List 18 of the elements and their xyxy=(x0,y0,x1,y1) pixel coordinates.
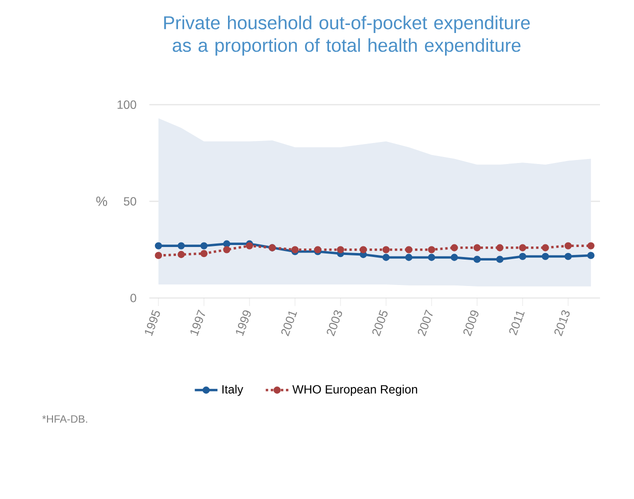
legend-label: Italy xyxy=(222,384,244,396)
x-tick-label: 2009 xyxy=(463,310,478,336)
x-tick-label: 1999 xyxy=(236,310,251,336)
x-tick-label: 1995 xyxy=(144,310,160,336)
x-tick-label: 2011 xyxy=(509,311,525,336)
x-tick-label: 2003 xyxy=(326,310,342,336)
chart-title: Private household out-of-pocket expenditure as a proportion of total health expenditure xyxy=(164,16,530,56)
x-tick-label: 1997 xyxy=(190,310,206,336)
y-tick-label: 0 xyxy=(130,294,136,302)
text: *HFA-DB. xyxy=(42,415,88,423)
x-tick-label: 2007 xyxy=(418,310,433,336)
y-tick-label: 50 xyxy=(124,197,136,206)
y-tick-label: 100 xyxy=(118,100,136,109)
x-tick-label: 2001 xyxy=(281,311,298,336)
legend-label: WHO European Region xyxy=(292,384,418,396)
y-axis-title: % xyxy=(96,196,108,206)
x-tick-label: 2013 xyxy=(554,310,570,336)
x-tick-label: 2005 xyxy=(372,310,388,336)
